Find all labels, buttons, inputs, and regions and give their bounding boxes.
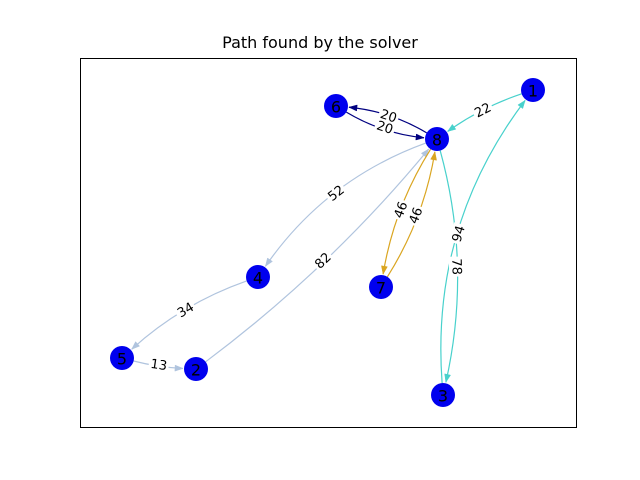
edge-label-8-3: 78 [448,256,465,277]
edge-label-background [372,117,397,138]
edge-weight-text: 94 [450,224,469,244]
node-circle [431,383,455,407]
edge-weight-text: 20 [374,119,394,138]
node-2: 2 [184,357,208,381]
edge-arrowhead-6-8 [415,133,425,141]
node-7: 7 [369,275,393,299]
plot-frame [80,58,577,428]
edge-label-4-5: 34 [173,298,199,322]
edge-label-1-8: 22 [470,99,496,122]
edge-label-6-8: 20 [372,117,397,138]
node-1: 1 [521,78,545,102]
node-label: 5 [117,350,127,369]
node-label: 2 [191,361,201,380]
node-circle [369,275,393,299]
edge-arrowhead-8-4 [264,257,273,267]
chart-title: Path found by the solver [222,33,418,52]
edge-label-background [470,99,496,122]
edge-label-3-1: 94 [448,222,469,246]
edge-arrowhead-4-5 [131,341,140,350]
node-8: 8 [425,127,449,151]
edge-weight-text: 46 [392,200,412,221]
edge-weight-text: 78 [448,258,463,275]
node-label: 8 [432,131,442,150]
edge-arrowhead-8-7 [381,265,388,275]
node-circle [324,94,348,118]
node-6: 6 [324,94,348,118]
edge-arrowhead-7-8 [430,151,437,161]
edge-weight-text: 46 [407,205,427,226]
edge-arrowhead-3-1 [517,99,526,109]
node-circle [110,346,134,370]
node-label: 1 [528,82,538,101]
edge-2-8 [205,148,430,363]
edge-label-background [147,356,170,374]
node-label: 3 [438,387,448,406]
edge-label-5-2: 13 [147,356,170,374]
edge-weight-text: 22 [472,100,494,121]
edges-layer [131,93,526,384]
edge-label-background [310,248,336,274]
node-4: 4 [246,265,270,289]
edge-label-background [323,181,349,206]
node-circle [184,357,208,381]
node-circle [246,265,270,289]
edge-label-7-8: 46 [405,203,427,228]
edge-arrowhead-8-3 [444,373,451,384]
edge-label-8-7: 46 [390,197,412,222]
node-label: 4 [253,269,263,288]
node-3: 3 [431,383,455,407]
edge-label-background [448,256,465,277]
edge-label-background [390,197,412,222]
edge-label-background [448,222,469,246]
edge-label-2-8: 82 [310,248,336,274]
edge-label-background [405,203,427,228]
edge-arrowhead-8-6 [348,104,358,112]
node-5: 5 [110,346,134,370]
edge-weight-text: 34 [175,300,197,321]
edge-label-background [173,298,199,322]
node-label: 6 [331,98,341,117]
node-label: 7 [376,279,386,298]
edge-arrowhead-2-8 [420,148,430,158]
edge-arrowhead-1-8 [447,123,457,132]
edge-weight-text: 13 [149,357,168,374]
edge-arrowhead-5-2 [174,364,184,372]
node-circle [425,127,449,151]
node-circle [521,78,545,102]
